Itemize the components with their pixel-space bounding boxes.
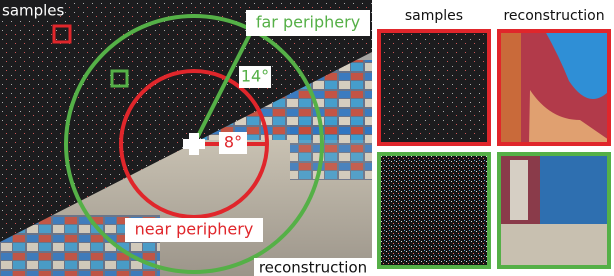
column-header: reconstruction — [503, 8, 604, 24]
column-header: samples — [405, 8, 463, 24]
near-label: near periphery — [135, 220, 254, 239]
near-angle: 8° — [224, 133, 242, 152]
figure: samples far periphery 14° 8° near periph… — [0, 0, 614, 276]
panel-green-samples — [379, 154, 489, 267]
samples-label: samples — [2, 2, 65, 20]
reconstruction-label: reconstruction — [259, 259, 367, 276]
far-label: far periphery — [256, 13, 360, 32]
panel-green-reconstruction — [499, 154, 609, 267]
far-angle: 14° — [241, 67, 269, 86]
panel-red-reconstruction — [499, 31, 609, 144]
panel-red-samples — [379, 31, 489, 144]
